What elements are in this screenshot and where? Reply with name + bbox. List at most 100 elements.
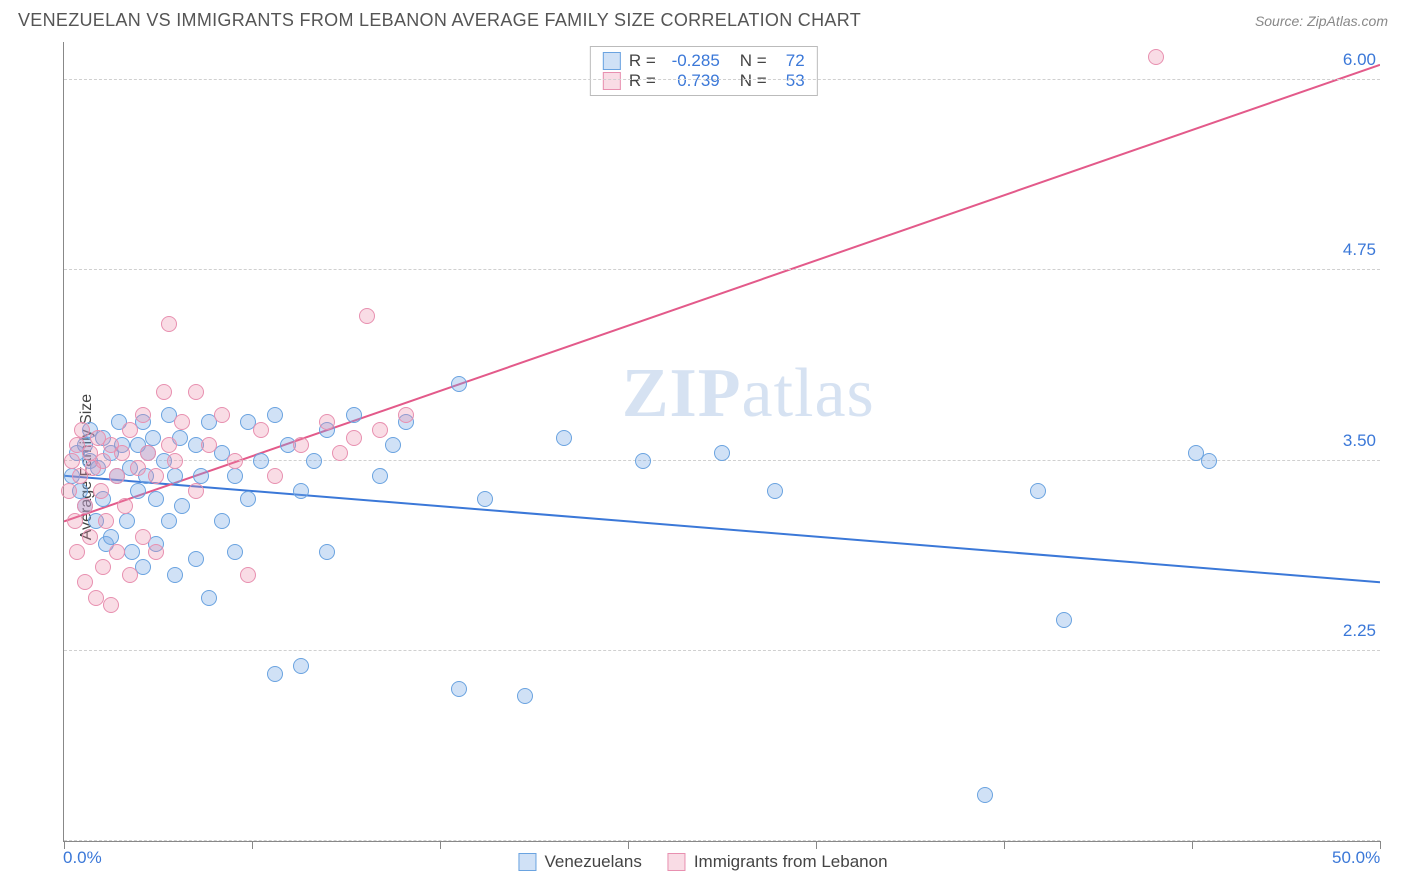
- data-point: [201, 437, 217, 453]
- data-point: [767, 483, 783, 499]
- gridline: [64, 650, 1380, 651]
- data-point: [1056, 612, 1072, 628]
- data-point: [122, 422, 138, 438]
- legend-swatch: [518, 853, 536, 871]
- data-point: [109, 468, 125, 484]
- x-tick-label: 50.0%: [1332, 848, 1380, 868]
- data-point: [193, 468, 209, 484]
- data-point: [240, 567, 256, 583]
- series-legend: Venezuelans Immigrants from Lebanon: [518, 852, 887, 872]
- data-point: [332, 445, 348, 461]
- data-point: [372, 468, 388, 484]
- data-point: [1201, 453, 1217, 469]
- data-point: [122, 567, 138, 583]
- data-point: [124, 544, 140, 560]
- legend-r-value: -0.285: [664, 51, 720, 71]
- data-point: [293, 658, 309, 674]
- data-point: [61, 483, 77, 499]
- legend-r-value: 0.739: [664, 71, 720, 91]
- y-tick-label: 2.25: [1343, 621, 1382, 641]
- chart-title: VENEZUELAN VS IMMIGRANTS FROM LEBANON AV…: [18, 10, 861, 31]
- data-point: [451, 376, 467, 392]
- y-tick-label: 4.75: [1343, 240, 1382, 260]
- legend-series-name: Venezuelans: [544, 852, 641, 872]
- data-point: [130, 460, 146, 476]
- data-point: [372, 422, 388, 438]
- data-point: [109, 544, 125, 560]
- legend-item: Immigrants from Lebanon: [668, 852, 888, 872]
- data-point: [1148, 49, 1164, 65]
- legend-item: Venezuelans: [518, 852, 641, 872]
- data-point: [227, 453, 243, 469]
- correlation-legend: R =-0.285N =72R = 0.739 N = 53: [590, 46, 818, 96]
- data-point: [174, 498, 190, 514]
- data-point: [167, 453, 183, 469]
- watermark-light: atlas: [742, 355, 875, 432]
- legend-series-name: Immigrants from Lebanon: [694, 852, 888, 872]
- data-point: [293, 437, 309, 453]
- data-point: [240, 491, 256, 507]
- legend-row: R =-0.285N =72: [603, 51, 805, 71]
- data-point: [117, 498, 133, 514]
- data-point: [267, 468, 283, 484]
- data-point: [69, 544, 85, 560]
- data-point: [253, 453, 269, 469]
- data-point: [148, 491, 164, 507]
- legend-r-label: R =: [629, 71, 656, 91]
- data-point: [319, 544, 335, 560]
- data-point: [174, 414, 190, 430]
- legend-swatch: [603, 72, 621, 90]
- watermark: ZIPatlas: [622, 354, 875, 434]
- watermark-bold: ZIP: [622, 355, 742, 432]
- data-point: [130, 483, 146, 499]
- data-point: [161, 316, 177, 332]
- data-point: [135, 407, 151, 423]
- data-point: [398, 407, 414, 423]
- source-label: Source: ZipAtlas.com: [1255, 13, 1388, 29]
- legend-n-value: 53: [775, 71, 805, 91]
- data-point: [253, 422, 269, 438]
- chart-container: Average Family Size ZIPatlas R =-0.285N …: [18, 42, 1388, 892]
- data-point: [95, 559, 111, 575]
- data-point: [477, 491, 493, 507]
- gridline: [64, 79, 1380, 80]
- data-point: [714, 445, 730, 461]
- data-point: [214, 513, 230, 529]
- regression-line: [64, 476, 1380, 583]
- x-tick-label: 0.0%: [63, 848, 102, 868]
- x-tick: [1192, 841, 1193, 849]
- data-point: [267, 666, 283, 682]
- data-point: [188, 384, 204, 400]
- legend-swatch: [603, 52, 621, 70]
- data-point: [167, 468, 183, 484]
- legend-swatch: [668, 853, 686, 871]
- legend-row: R = 0.739 N = 53: [603, 71, 805, 91]
- data-point: [161, 437, 177, 453]
- data-point: [103, 529, 119, 545]
- data-point: [64, 453, 80, 469]
- legend-n-label: N =: [740, 71, 767, 91]
- data-point: [103, 597, 119, 613]
- data-point: [977, 787, 993, 803]
- data-point: [385, 437, 401, 453]
- gridline: [64, 840, 1380, 841]
- data-point: [188, 551, 204, 567]
- data-point: [88, 590, 104, 606]
- x-tick: [816, 841, 817, 849]
- gridline: [64, 269, 1380, 270]
- scatter-plot: ZIPatlas R =-0.285N =72R = 0.739 N = 53 2.2…: [63, 42, 1380, 842]
- data-point: [114, 445, 130, 461]
- data-point: [77, 498, 93, 514]
- data-point: [201, 590, 217, 606]
- data-point: [98, 513, 114, 529]
- data-point: [161, 513, 177, 529]
- data-point: [556, 430, 572, 446]
- data-point: [188, 483, 204, 499]
- x-tick: [628, 841, 629, 849]
- data-point: [93, 483, 109, 499]
- data-point: [635, 453, 651, 469]
- data-point: [319, 414, 335, 430]
- x-tick: [440, 841, 441, 849]
- data-point: [346, 430, 362, 446]
- data-point: [214, 407, 230, 423]
